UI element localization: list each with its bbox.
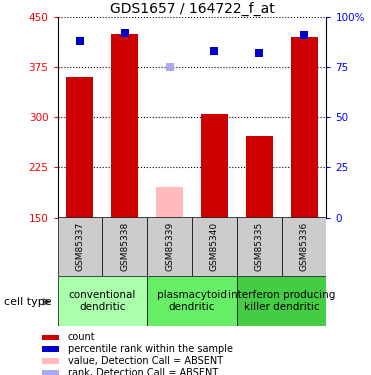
Bar	[42, 346, 59, 352]
Bar	[237, 276, 326, 326]
Text: GSM85339: GSM85339	[165, 222, 174, 271]
Bar	[237, 217, 282, 276]
Bar	[42, 358, 59, 364]
Bar	[246, 136, 273, 218]
Text: value, Detection Call = ABSENT: value, Detection Call = ABSENT	[68, 356, 223, 366]
Text: GSM85335: GSM85335	[255, 222, 264, 271]
Text: count: count	[68, 333, 95, 342]
Bar	[42, 334, 59, 340]
Point	[122, 30, 128, 36]
Bar	[201, 114, 228, 218]
Bar	[111, 34, 138, 218]
Text: percentile rank within the sample: percentile rank within the sample	[68, 344, 233, 354]
Text: GSM85337: GSM85337	[75, 222, 85, 271]
Point	[167, 64, 173, 70]
Bar	[102, 217, 147, 276]
Bar	[147, 276, 237, 326]
Text: rank, Detection Call = ABSENT: rank, Detection Call = ABSENT	[68, 368, 218, 375]
Bar	[156, 188, 183, 218]
Title: GDS1657 / 164722_f_at: GDS1657 / 164722_f_at	[109, 2, 275, 16]
Bar	[58, 217, 102, 276]
Text: GSM85340: GSM85340	[210, 222, 219, 271]
Text: conventional
dendritic: conventional dendritic	[69, 290, 136, 312]
Text: interferon producing
killer dendritic: interferon producing killer dendritic	[228, 290, 335, 312]
Bar	[42, 370, 59, 375]
Bar	[282, 217, 326, 276]
Text: GSM85336: GSM85336	[299, 222, 309, 271]
Point	[211, 48, 217, 54]
Point	[77, 38, 83, 44]
Bar	[147, 217, 192, 276]
Text: GSM85338: GSM85338	[120, 222, 129, 271]
Text: cell type: cell type	[4, 297, 51, 307]
Bar	[192, 217, 237, 276]
Point	[256, 50, 262, 56]
Bar	[290, 37, 318, 218]
Text: plasmacytoid
dendritic: plasmacytoid dendritic	[157, 290, 227, 312]
Bar	[66, 77, 93, 218]
Bar	[58, 276, 147, 326]
Point	[301, 32, 307, 38]
